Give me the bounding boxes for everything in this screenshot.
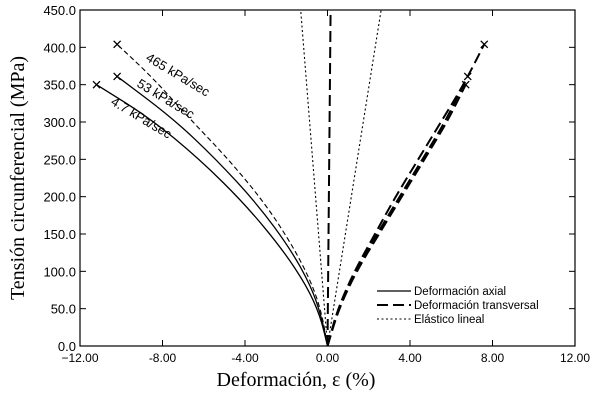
legend-label: Elástico lineal xyxy=(414,314,484,326)
series-end-marker xyxy=(480,40,489,49)
y-axis-label: Tensión circunferencial (MPa) xyxy=(7,56,29,300)
series-line xyxy=(326,76,469,347)
y-tick-label: 350.0 xyxy=(43,78,76,93)
series-end-marker xyxy=(461,80,470,89)
x-tick-label: 4.00 xyxy=(398,351,422,365)
series-line xyxy=(116,75,329,347)
end-markers xyxy=(92,40,489,89)
series-line xyxy=(326,84,467,347)
legend: Deformación axial Deformación transversal… xyxy=(377,286,539,326)
x-tick-label: -4.00 xyxy=(231,351,259,365)
legend-label: Deformación transversal xyxy=(414,300,539,312)
y-tick-label: 50.0 xyxy=(51,302,76,317)
series-end-marker xyxy=(113,40,122,49)
data-series xyxy=(96,9,486,347)
series-line xyxy=(326,9,332,347)
y-tick-label: 100.0 xyxy=(43,264,76,279)
x-axis-label: Deformación, ε (%) xyxy=(217,369,376,391)
y-tick-label: 0.0 xyxy=(58,339,76,354)
y-tick-label: 250.0 xyxy=(43,152,76,167)
x-tick-label: 8.00 xyxy=(481,351,505,365)
series-line xyxy=(96,84,329,347)
legend-label: Deformación axial xyxy=(414,286,506,298)
y-tick-label: 150.0 xyxy=(43,227,76,242)
series-line xyxy=(326,9,382,347)
series-end-marker xyxy=(463,72,472,81)
x-tick-label: 12.00 xyxy=(560,351,590,365)
series-line xyxy=(326,43,486,347)
y-tick-label: 400.0 xyxy=(43,40,76,55)
y-tick-label: 200.0 xyxy=(43,190,76,205)
series-end-marker xyxy=(92,80,101,89)
series-line xyxy=(300,9,329,347)
y-tick-label: 300.0 xyxy=(43,115,76,130)
y-tick-label: 450.0 xyxy=(43,3,76,18)
axis-ticks: 0.0 50.0 100.0 150.0 200.0 250.0 300.0 350.0 400… xyxy=(43,3,590,365)
x-tick-label: -8.00 xyxy=(149,351,177,365)
series-line xyxy=(116,43,329,347)
x-tick-label: 0.00 xyxy=(316,351,340,365)
x-tick-label: −12.00 xyxy=(61,351,98,365)
series-end-marker xyxy=(113,72,122,81)
